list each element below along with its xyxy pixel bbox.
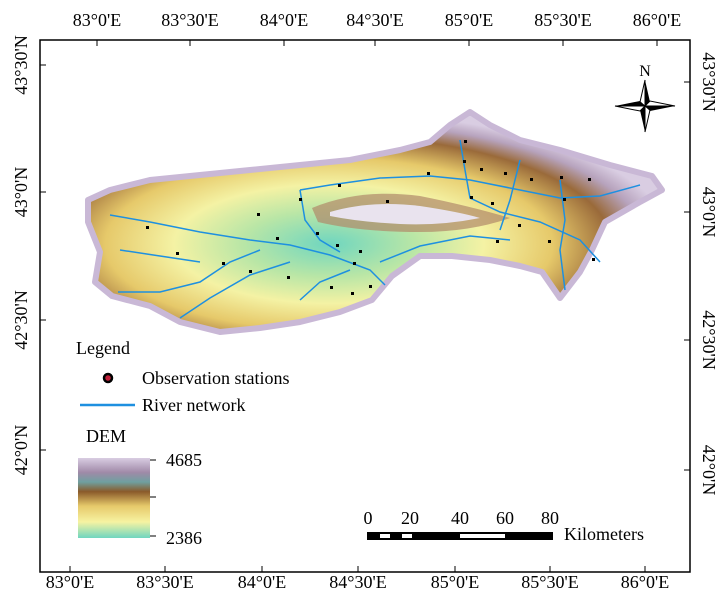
lat-label: 42°30'N	[11, 290, 31, 349]
lon-label: 86°0'E	[633, 10, 681, 30]
north-arrow: N	[615, 63, 675, 132]
scale-unit: Kilometers	[564, 524, 644, 544]
lon-label: 85°30'E	[521, 572, 578, 592]
left-labels: 43°30'N 43°0'N 42°30'N 42°0'N	[11, 35, 31, 475]
lat-label: 43°0'N	[11, 167, 31, 217]
lon-label: 83°0'E	[46, 572, 94, 592]
scale-tick: 80	[541, 508, 559, 528]
terrain	[88, 112, 662, 332]
dem-title: DEM	[86, 426, 126, 446]
lon-label: 84°0'E	[260, 10, 308, 30]
lon-label: 85°0'E	[445, 10, 493, 30]
lat-label: 42°0'N	[11, 425, 31, 475]
station-symbol	[104, 374, 112, 382]
right-labels: 43°30'N 43°0'N 42°30'N 42°0'N	[699, 52, 719, 495]
lon-label: 83°0'E	[73, 10, 121, 30]
top-labels: 83°0'E 83°30'E 84°0'E 84°30'E 85°0'E 85°…	[73, 10, 681, 30]
scale-tick: 20	[401, 508, 419, 528]
lon-label: 84°30'E	[329, 572, 386, 592]
dem-max: 4685	[166, 450, 202, 470]
legend-item: Observation stations	[142, 368, 289, 388]
scale-tick: 60	[496, 508, 514, 528]
lon-label: 85°30'E	[534, 10, 591, 30]
bottom-labels: 83°0'E 83°30'E 84°0'E 84°30'E 85°0'E 85°…	[46, 572, 669, 592]
lon-label: 86°0'E	[621, 572, 669, 592]
legend: Legend Observation stations River networ…	[76, 338, 289, 548]
legend-item: River network	[142, 395, 245, 415]
map: 83°0'E 83°30'E 84°0'E 84°30'E 85°0'E 85°…	[0, 0, 726, 592]
lat-label: 42°30'N	[699, 310, 719, 369]
lon-label: 83°30'E	[136, 572, 193, 592]
lon-label: 85°0'E	[431, 572, 479, 592]
dem-min: 2386	[166, 528, 202, 548]
lon-label: 84°30'E	[346, 10, 403, 30]
lat-label: 43°30'N	[699, 52, 719, 111]
north-label: N	[639, 63, 651, 80]
scale-bar: 0 20 40 60 80 Kilometers	[364, 508, 644, 544]
lat-label: 43°30'N	[11, 35, 31, 94]
scale-tick: 0	[364, 508, 373, 528]
lat-label: 42°0'N	[699, 445, 719, 495]
scale-tick: 40	[451, 508, 469, 528]
lon-label: 83°30'E	[161, 10, 218, 30]
legend-title: Legend	[76, 338, 130, 358]
lat-label: 43°0'N	[699, 187, 719, 237]
lon-label: 84°0'E	[238, 572, 286, 592]
dem-colorbar	[78, 458, 150, 538]
